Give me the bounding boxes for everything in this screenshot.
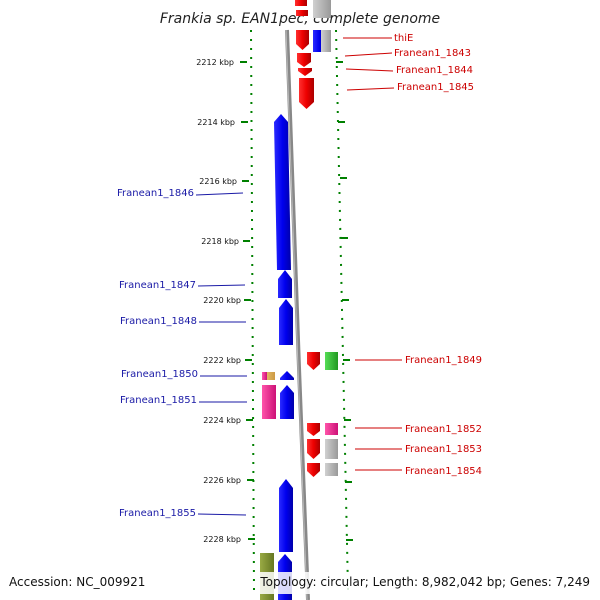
cog-green-franean1-1849[interactable]	[325, 352, 338, 370]
label-text[interactable]: Franean1_1846	[117, 188, 194, 199]
tick-2218: 2218 kbp	[201, 237, 250, 246]
cog-gray-franean1-1853[interactable]	[325, 439, 338, 459]
reverse-cds-top-2[interactable]	[296, 10, 308, 16]
label-franean1-1854[interactable]: Franean1_1854	[355, 466, 482, 477]
forward-cds-franean1-1850[interactable]	[280, 371, 294, 380]
label-franean1-1850[interactable]: Franean1_1850	[121, 369, 247, 380]
footer-right-bg	[256, 572, 600, 594]
label-text[interactable]: Franean1_1849	[405, 355, 482, 366]
cog-tan-franean1-1850[interactable]	[262, 372, 275, 380]
label-franean1-1847[interactable]: Franean1_1847	[119, 280, 246, 291]
map-title: Frankia sp. EAN1pec, complete genome	[160, 11, 440, 27]
label-franean1-1848[interactable]: Franean1_1848	[120, 316, 246, 327]
label-text[interactable]: Franean1_1844	[396, 65, 473, 76]
tick-label: 2228 kbp	[203, 535, 241, 544]
label-text[interactable]: Franean1_1851	[120, 395, 197, 406]
tick-2216: 2216 kbp	[199, 177, 249, 186]
label-franean1-1843[interactable]: Franean1_1843	[344, 48, 471, 59]
reverse-cds-franean1-1853[interactable]	[307, 439, 320, 459]
ruler-left	[250, 29, 255, 591]
cog-pink-franean1-1850[interactable]	[262, 372, 267, 380]
label-franean1-1851[interactable]: Franean1_1851	[120, 395, 247, 406]
ruler-right	[335, 29, 349, 591]
label-franean1-1853[interactable]: Franean1_1853	[355, 444, 482, 455]
tick-2226: 2226 kbp	[203, 476, 254, 485]
reverse-cds-franean1-1844[interactable]	[298, 68, 312, 76]
label-franean1-1849[interactable]: Franean1_1849	[355, 355, 482, 366]
label-franean1-1845[interactable]: Franean1_1845	[346, 82, 474, 93]
label-thiE[interactable]: thiE	[343, 33, 413, 44]
tick-label: 2212 kbp	[196, 58, 234, 67]
label-text[interactable]: thiE	[394, 33, 413, 44]
tick-2212: 2212 kbp	[196, 58, 247, 67]
reverse-cds-franean1-1854[interactable]	[307, 463, 320, 477]
tick-label: 2222 kbp	[203, 356, 241, 365]
tick-label: 2214 kbp	[197, 118, 235, 127]
tick-2224: 2224 kbp	[203, 416, 253, 425]
forward-cds-franean1-1851[interactable]	[280, 385, 294, 419]
forward-cds-franean1-1855[interactable]	[279, 479, 293, 552]
accession-text: Accession: NC_009921	[9, 575, 145, 589]
tick-label: 2226 kbp	[203, 476, 241, 485]
tick-label: 2218 kbp	[201, 237, 239, 246]
tick-label: 2216 kbp	[199, 177, 237, 186]
label-text[interactable]: Franean1_1845	[397, 82, 474, 93]
genome-backbone-highlight	[285, 29, 308, 600]
label-text[interactable]: Franean1_1847	[119, 280, 196, 291]
cog-pink-franean1-1851[interactable]	[262, 385, 276, 419]
gray-feature-near-thiE[interactable]	[321, 30, 331, 52]
label-franean1-1852[interactable]: Franean1_1852	[355, 424, 482, 435]
tick-2220: 2220 kbp	[203, 296, 251, 305]
forward-cds-franean1-1846[interactable]	[274, 114, 291, 270]
label-franean1-1846[interactable]: Franean1_1846	[117, 188, 244, 199]
genome-backbone	[285, 29, 310, 600]
right-ruler-ticks	[336, 61, 353, 541]
tick-label: 2220 kbp	[203, 296, 241, 305]
label-text[interactable]: Franean1_1854	[405, 466, 482, 477]
label-text[interactable]: Franean1_1855	[119, 508, 196, 519]
tick-2222: 2222 kbp	[203, 356, 252, 365]
tick-label: 2224 kbp	[203, 416, 241, 425]
label-text[interactable]: Franean1_1852	[405, 424, 482, 435]
label-text[interactable]: Franean1_1850	[121, 369, 198, 380]
cog-gray-franean1-1854[interactable]	[325, 463, 338, 476]
reverse-cds-top[interactable]	[295, 0, 307, 6]
label-text[interactable]: Franean1_1853	[405, 444, 482, 455]
tick-2214: 2214 kbp	[197, 118, 248, 127]
reverse-cds-franean1-1843[interactable]	[297, 53, 311, 67]
label-franean1-1844[interactable]: Franean1_1844	[345, 65, 473, 76]
label-text[interactable]: Franean1_1843	[394, 48, 471, 59]
gray-feature-top[interactable]	[313, 0, 331, 18]
label-text[interactable]: Franean1_1848	[120, 316, 197, 327]
reverse-cds-franean1-1845[interactable]	[299, 78, 314, 109]
tick-2228: 2228 kbp	[203, 535, 255, 544]
reverse-cds-franean1-1852[interactable]	[307, 423, 320, 436]
forward-cds-franean1-1847[interactable]	[278, 270, 292, 298]
forward-cds-franean1-1848[interactable]	[279, 299, 293, 345]
label-franean1-1855[interactable]: Franean1_1855	[119, 508, 247, 519]
cog-pink-franean1-1852[interactable]	[325, 423, 338, 435]
reverse-cds-franean1-1849[interactable]	[307, 352, 320, 370]
genome-summary-text: Topology: circular; Length: 8,982,042 bp…	[259, 575, 590, 589]
reverse-cds-thiE[interactable]	[296, 30, 309, 50]
